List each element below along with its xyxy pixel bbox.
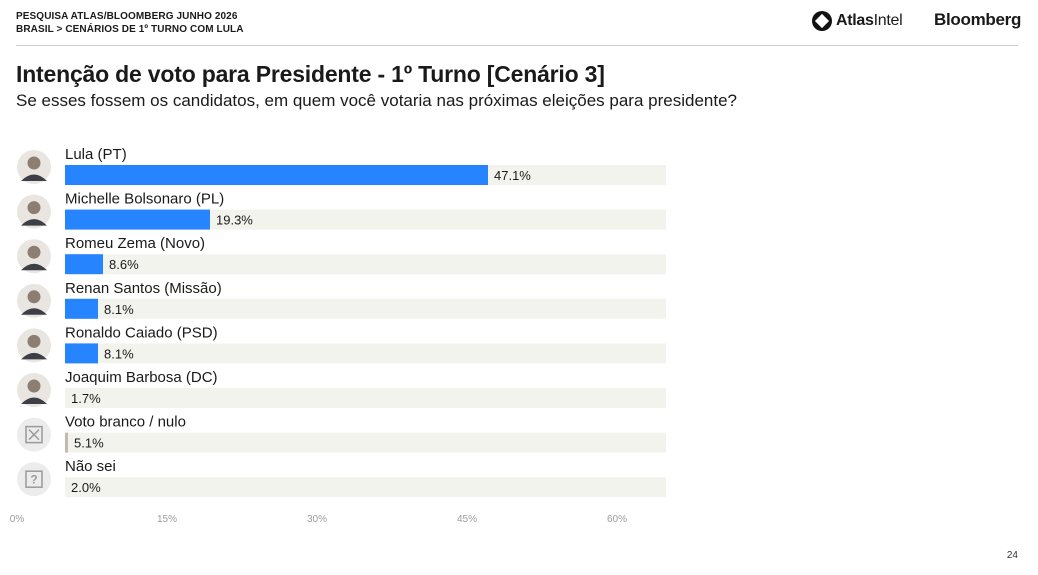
atlasintel-mark-icon [812,11,832,31]
category-label: Joaquim Barbosa (DC) [65,369,218,386]
atlasintel-logo: AtlasIntel [812,10,903,32]
bar-track [65,432,666,453]
x-tick-label: 45% [457,514,477,525]
value-label: 47.1% [494,168,531,183]
avatar-body [21,352,47,360]
avatar-body [21,263,47,271]
avatar-head [27,156,41,170]
question-box-icon [25,470,43,488]
atlasintel-wordmark-light: Intel [873,12,903,29]
bar [65,209,210,230]
atlasintel-wordmark: AtlasIntel [836,12,903,30]
avatar-body [21,397,47,404]
avatar-body [21,219,47,226]
category-label: Ronaldo Caiado (PSD) [65,324,218,341]
bloomberg-logo: Bloomberg [934,10,1022,29]
bar-chart: Lula (PT) 47.1% Michelle Bolsonaro (PL) 19.… [10,146,666,525]
avatar-body [21,174,47,181]
value-label: 8.1% [104,346,134,361]
category-label: Michelle Bolsonaro (PL) [65,191,224,208]
category-label: Lula (PT) [65,146,127,163]
value-label: 1.7% [71,391,101,406]
avatar-body [21,308,47,315]
atlasintel-wordmark-bold: Atlas [836,12,874,29]
page-number: 24 [1006,550,1018,561]
bar-track [65,298,666,319]
bar-track [65,343,666,364]
bar-track [65,388,666,408]
bar-track [65,254,666,275]
avatar-head [27,290,41,304]
chart-subtitle: Se esses fossem os candidatos, em quem v… [16,91,737,110]
value-label: 19.3% [216,213,253,228]
value-label: 8.6% [109,257,139,272]
chart-title: Intenção de voto para Presidente - 1º Tu… [16,61,605,87]
header-divider [16,45,1018,46]
bar [65,432,68,453]
survey-line-2: BRASIL > CENÁRIOS DE 1º TURNO COM LULA [16,24,244,35]
bar [65,298,98,319]
category-label: Não sei [65,458,116,475]
question-mark-icon: ? [30,473,37,487]
x-tick-label: 15% [157,514,177,525]
bar-track [65,477,666,498]
survey-line-1: PESQUISA ATLAS/BLOOMBERG JUNHO 2026 [16,11,238,22]
bar [65,165,488,185]
bar-track [65,209,666,230]
x-box-icon [25,425,43,444]
bar [65,343,98,364]
value-label: 8.1% [104,302,134,317]
x-mark-icon [28,429,40,441]
avatar-head [27,379,41,393]
avatar-head [27,201,41,215]
value-label: 5.1% [74,436,104,451]
category-label: Renan Santos (Missão) [65,280,222,297]
value-label: 2.0% [71,480,101,495]
bar [65,254,103,275]
avatar-head [27,334,41,348]
x-tick-label: 60% [607,514,627,525]
category-label: Voto branco / nulo [65,414,186,431]
x-tick-label: 0% [10,514,25,525]
category-label: Romeu Zema (Novo) [65,235,205,252]
x-tick-label: 30% [307,514,327,525]
survey-header: PESQUISA ATLAS/BLOOMBERG JUNHO 2026 BRAS… [16,10,244,36]
avatar-head [27,245,41,259]
